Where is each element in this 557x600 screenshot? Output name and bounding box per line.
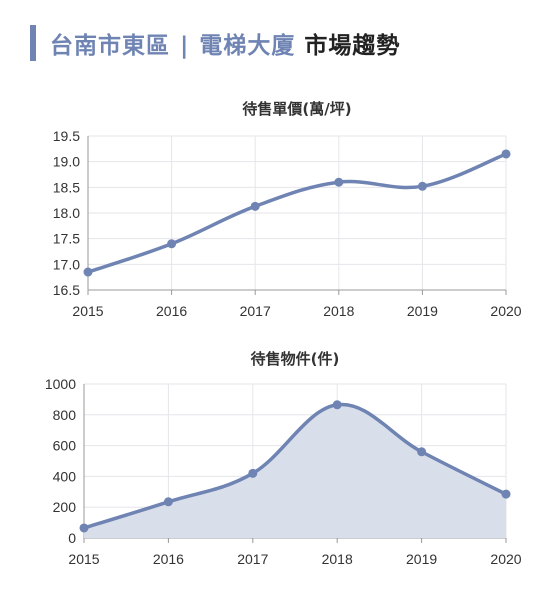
price-series-line [86,152,508,274]
inventory-x-tick-label: 2020 [490,551,521,567]
price-y-tick-label: 19.5 [53,128,80,144]
inventory-trend-chart: 待售物件(件) 0 200 400 600 800 1000 2015 2016 2017 2018… [45,350,522,567]
price-x-tick-label: 2018 [323,303,354,319]
price-x-tick-label: 2016 [156,303,187,319]
inventory-x-tick-label: 2015 [68,551,99,567]
price-y-tick-label: 19.0 [53,154,80,170]
inventory-area-fill [84,404,506,538]
inventory-x-tick-label: 2016 [153,551,184,567]
price-x-tick-label: 2019 [407,303,438,319]
inventory-x-tick-label: 2018 [322,551,353,567]
inventory-x-tick-label: 2017 [237,551,268,567]
price-data-point [417,181,427,191]
inventory-data-point [79,523,89,533]
inventory-chart-title: 待售物件(件) [251,350,340,368]
price-data-point [167,239,177,249]
price-y-tick-label: 17.0 [53,256,80,272]
inventory-data-point [248,468,258,478]
title-location: 台南市東區 [50,33,170,59]
inventory-data-point [332,400,342,410]
page-header: 台南市東區 | 電梯大廈 市場趨勢 [30,22,400,64]
price-x-tick-label: 2015 [72,303,103,319]
inventory-y-tick-label: 600 [53,438,77,454]
inventory-series-line [82,402,508,530]
page-title: 台南市東區 | 電梯大廈 市場趨勢 [50,26,400,60]
title-separator: | [180,33,190,59]
price-y-tick-label: 16.5 [53,282,80,298]
inventory-data-point [417,447,427,457]
price-data-point [250,201,260,211]
inventory-x-tick-label: 2019 [406,551,437,567]
title-building-type: 電梯大廈 [199,33,296,59]
price-trend-chart: 待售單價(萬/坪) 16.5 17.0 17.5 18.0 18.5 19.0 19.5 201… [53,100,522,319]
price-data-point [501,149,511,159]
price-chart-title: 待售單價(萬/坪) [242,100,351,118]
title-subject: 市場趨勢 [304,33,401,59]
inventory-y-tick-label: 800 [53,407,77,423]
header-accent-bar [30,25,36,61]
price-y-tick-label: 18.0 [53,205,80,221]
inventory-y-tick-label: 0 [68,530,76,546]
inventory-data-point [501,489,511,499]
inventory-y-tick-label: 200 [53,499,77,515]
inventory-y-tick-label: 400 [53,468,77,484]
price-x-tick-label: 2017 [240,303,271,319]
price-x-tick-label: 2020 [490,303,521,319]
inventory-y-tick-label: 1000 [45,376,76,392]
price-data-point [83,267,93,277]
price-y-tick-label: 17.5 [53,231,80,247]
price-data-point [334,177,344,187]
inventory-data-point [163,497,173,507]
price-y-tick-label: 18.5 [53,179,80,195]
